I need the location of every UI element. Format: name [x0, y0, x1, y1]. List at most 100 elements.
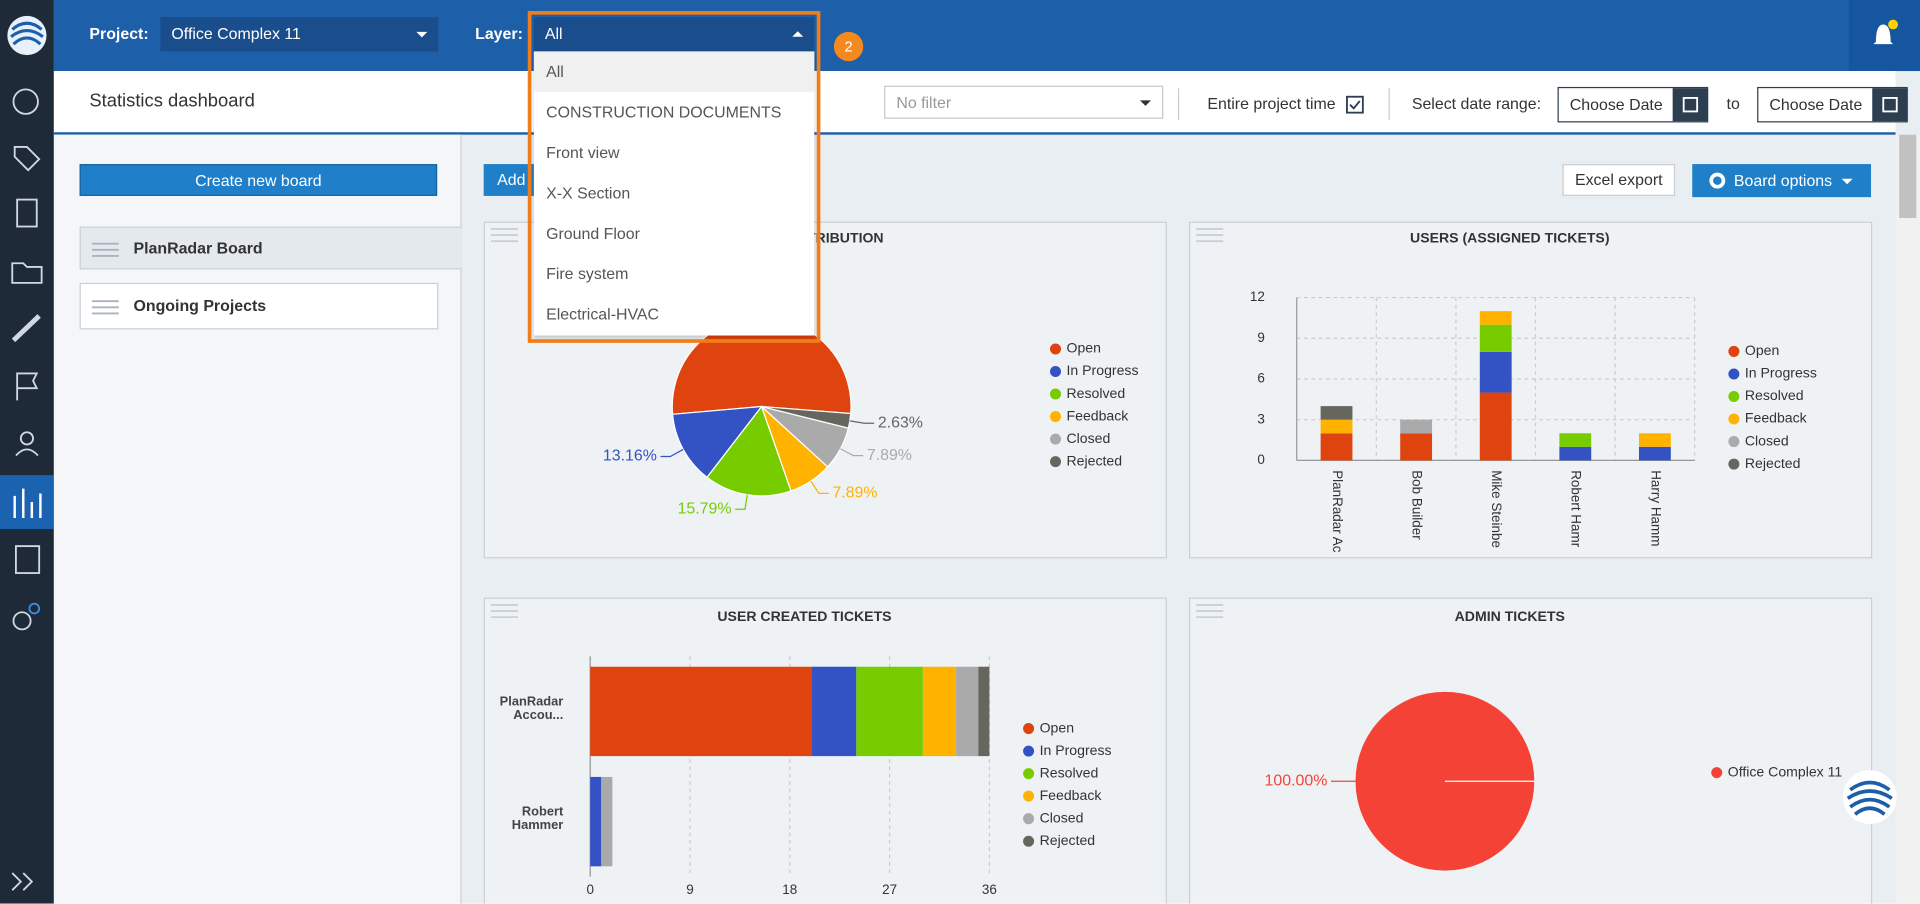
layer-option[interactable]: Front view	[546, 143, 620, 162]
x-tick-label: PlanRadar Ac	[1330, 470, 1345, 553]
legend-marker	[1728, 368, 1740, 380]
forms-icon[interactable]	[16, 198, 38, 228]
nav-bar	[0, 0, 54, 904]
chart-card	[1188, 221, 1873, 559]
filter-select[interactable]: No filter	[884, 85, 1164, 119]
bar-segment	[978, 666, 990, 757]
label-leader	[849, 420, 875, 424]
legend-marker	[1050, 411, 1062, 423]
legend-marker	[1728, 413, 1740, 425]
bar-segment	[956, 666, 979, 757]
bar-segment	[1479, 311, 1512, 325]
help-widget[interactable]	[1840, 768, 1899, 827]
legend-label: Feedback	[1040, 787, 1103, 803]
excel-export-button[interactable]: Excel export	[1562, 164, 1676, 196]
drag-handles[interactable]	[491, 228, 1224, 619]
pie-slice	[761, 405, 852, 429]
legend-marker	[1050, 343, 1062, 355]
legend-marker	[1023, 835, 1035, 847]
plans-icon[interactable]	[11, 314, 41, 343]
layer-option[interactable]: Fire system	[546, 264, 629, 283]
drag-handle[interactable]	[91, 241, 121, 258]
caret-icon	[792, 31, 804, 37]
chart-title: USERS (ASSIGNED TICKETS)	[1410, 229, 1609, 245]
entire-time-checkbox[interactable]	[1346, 95, 1364, 114]
chart-card	[1188, 597, 1873, 904]
settings-icon[interactable]	[12, 611, 32, 631]
legend-marker	[1728, 390, 1740, 403]
layer-option[interactable]: Electrical-HVAC	[546, 304, 660, 324]
legend-label: Closed	[1745, 432, 1789, 448]
layer-option[interactable]: CONSTRUCTION DOCUMENTS	[546, 102, 782, 122]
project-value: Office Complex 11	[171, 24, 301, 43]
legend-label: Closed	[1067, 430, 1111, 446]
user-icon-body	[15, 448, 39, 457]
value-label: 100.00%	[1265, 772, 1328, 789]
calendar-button[interactable]	[1672, 88, 1709, 122]
caret	[1841, 178, 1853, 185]
layer-option[interactable]: All	[533, 51, 815, 92]
bar-segment	[1320, 406, 1353, 420]
board-item[interactable]: PlanRadar Board	[79, 226, 462, 270]
highlight-box	[527, 11, 821, 343]
pie-slice	[1355, 691, 1535, 871]
calendar	[1882, 97, 1898, 113]
date-from[interactable]: Choose Date	[1557, 86, 1709, 123]
create-board-button[interactable]: Create new board	[79, 164, 438, 196]
y-tick-label: 6	[1257, 371, 1264, 386]
legend-marker	[1023, 723, 1035, 735]
bar-segment	[1479, 324, 1512, 352]
separator	[1177, 88, 1180, 121]
layer-dropdown: All CONSTRUCTION DOCUMENTS Front view X-X S…	[533, 51, 815, 336]
chart-title: ADMIN TICKETS	[1455, 608, 1565, 624]
layer-option[interactable]: Ground Floor	[546, 224, 640, 243]
dashboard-icon[interactable]	[12, 88, 39, 115]
board-options-text: Board options	[1733, 171, 1833, 190]
x-tick-label: 18	[782, 882, 797, 897]
drag-handle[interactable]	[91, 299, 121, 316]
board-name: Ongoing Projects	[133, 296, 267, 315]
y-tick-label: 9	[1257, 330, 1264, 345]
separator	[1388, 88, 1390, 121]
bar-segment	[1320, 433, 1353, 461]
scrollbar[interactable]	[1895, 134, 1920, 904]
flag-icon[interactable]	[16, 372, 39, 401]
user-icon[interactable]	[19, 431, 34, 446]
legend-marker	[1728, 458, 1740, 470]
chart-title: USER CREATED TICKETS	[717, 608, 891, 624]
legend-label: In Progress	[1745, 365, 1817, 381]
legend-label: Resolved	[1067, 385, 1126, 401]
date-to[interactable]: Choose Date	[1757, 86, 1908, 123]
folder-icon[interactable]	[11, 262, 43, 284]
bar-segment	[1479, 392, 1512, 461]
legend-marker	[1050, 456, 1062, 468]
label-leader	[735, 494, 748, 510]
active-item[interactable]	[0, 475, 54, 529]
label-leader	[840, 448, 864, 457]
bar-segment	[1400, 419, 1433, 434]
layer-option[interactable]: X-X Section	[546, 183, 631, 203]
layer-label: Layer:	[475, 24, 523, 43]
layer-value: All	[544, 24, 563, 43]
legend-marker	[1050, 366, 1062, 378]
tags-icon[interactable]	[13, 146, 41, 172]
calendar-icon	[1882, 97, 1898, 113]
caret-icon	[1841, 178, 1853, 185]
expand-icon[interactable]	[11, 872, 34, 891]
scroll-thumb[interactable]	[1899, 134, 1917, 218]
board-item[interactable]: Ongoing Projects	[79, 282, 439, 330]
clipboard-icon[interactable]	[15, 545, 41, 574]
calendar-button[interactable]	[1872, 88, 1908, 122]
project-select[interactable]: Office Complex 11	[160, 17, 439, 52]
notification-area[interactable]	[1848, 0, 1920, 72]
legend-marker	[1711, 767, 1723, 779]
x-tick-label: 0	[586, 882, 593, 897]
bar-segment	[1638, 446, 1671, 461]
layer-select[interactable]: All	[533, 17, 815, 52]
date-range-label: Select date range:	[1411, 94, 1542, 113]
board-options-button[interactable]: Board options	[1692, 164, 1872, 198]
x-tick-label: 36	[982, 882, 997, 897]
